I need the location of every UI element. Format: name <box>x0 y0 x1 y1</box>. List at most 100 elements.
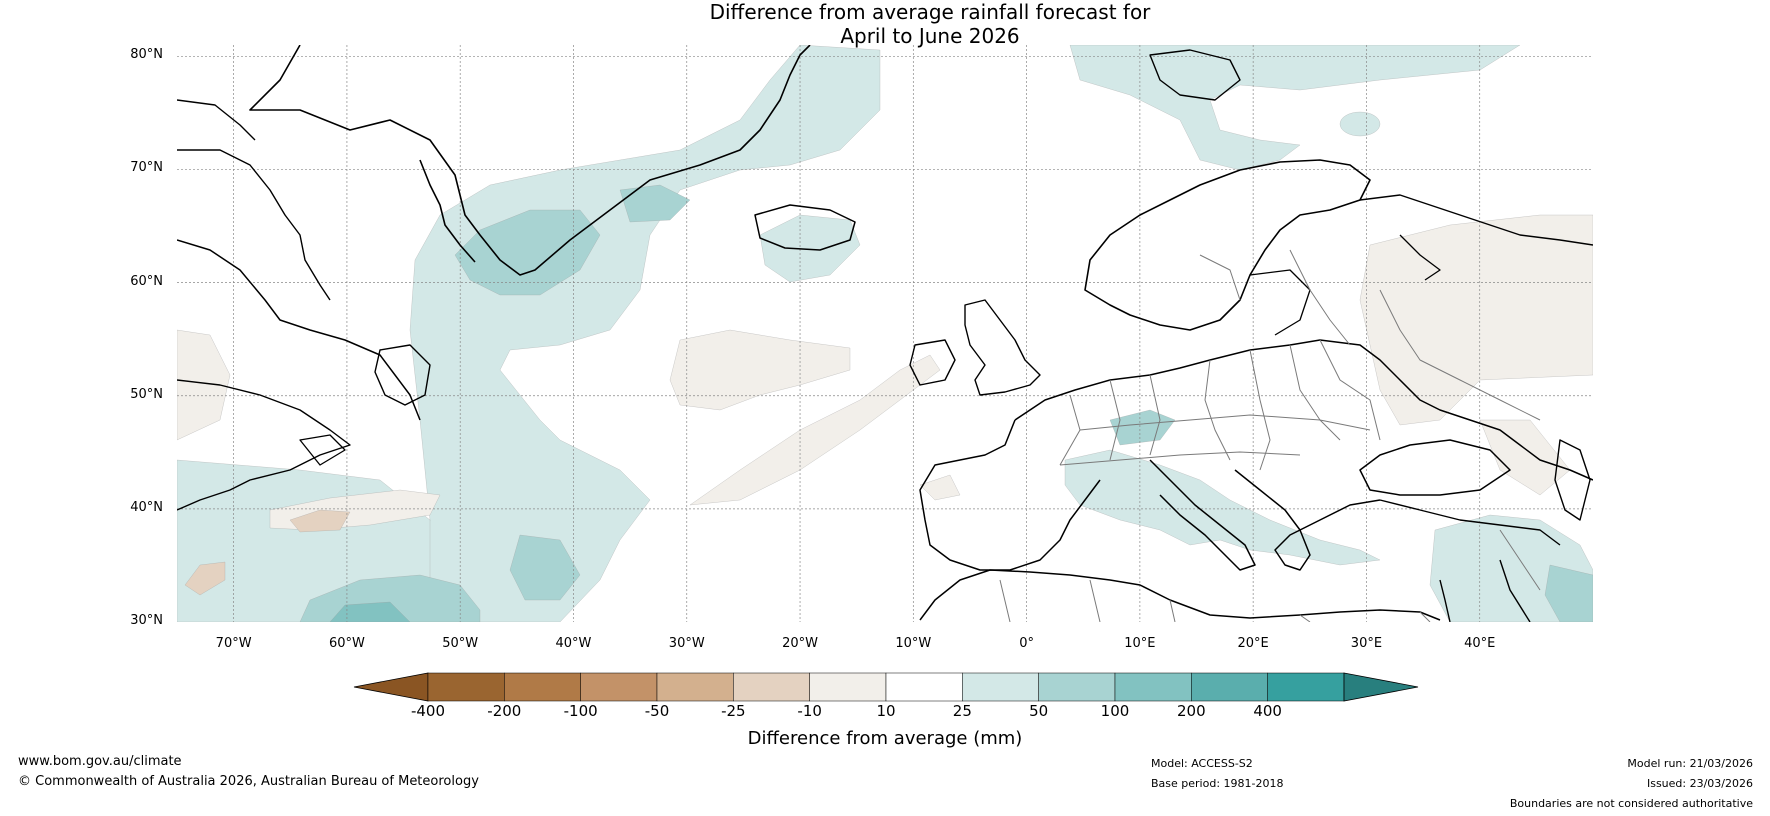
coastline-greenland-west <box>419 159 476 263</box>
wet-region-barents <box>1339 111 1381 137</box>
colorbar-extend-low <box>353 672 429 702</box>
footer-website: www.bom.gov.au/climate <box>18 754 182 769</box>
coastline-nova-scotia <box>299 434 346 466</box>
coastline-italy <box>1149 459 1256 571</box>
coastline-gulf-st-lawrence <box>177 379 351 511</box>
wet-region-mediterranean-west <box>1064 449 1381 566</box>
dry-region-mid-atlantic <box>669 329 851 411</box>
chart-title: Difference from average rainfall forecas… <box>0 0 1770 48</box>
country-borders-africa <box>999 529 1541 622</box>
dry-region-bermuda-core <box>289 509 351 533</box>
wet-region-svalbard <box>1069 45 1521 171</box>
coastline-norway <box>1084 159 1371 331</box>
longitude-label: 40°W <box>555 636 592 651</box>
coastline-caspian <box>1554 439 1591 521</box>
colorbar-tick-label: 400 <box>1253 702 1282 720</box>
dry-region-russia <box>1359 214 1593 426</box>
coastline-great-britain <box>964 299 1041 396</box>
coastline-labrador <box>177 239 421 421</box>
coastlines <box>177 45 1593 622</box>
country-borders <box>999 249 1541 622</box>
colorbar-tick-label: -10 <box>797 702 822 720</box>
colorbar-segment <box>656 672 734 702</box>
wet-region-greenland-east <box>619 184 691 223</box>
coastline-baffin <box>177 149 331 301</box>
colorbar-tick-label: -25 <box>721 702 746 720</box>
title-line-2: April to June 2026 <box>840 24 1020 48</box>
colorbar-extend-high <box>1343 672 1419 702</box>
latitude-label: 60°N <box>130 273 163 289</box>
wet-region-sargasso-peak <box>329 601 411 622</box>
coastline-iceland <box>754 204 856 251</box>
dry-region-newfoundland <box>177 329 231 441</box>
colorbar-tick-label: -200 <box>487 702 522 720</box>
latitude-label: 30°N <box>130 613 163 628</box>
longitude-label: 40°E <box>1464 636 1496 651</box>
longitude-label: 50°W <box>442 636 479 651</box>
coastline-north-africa <box>919 569 1441 621</box>
country-borders-horizontal <box>1059 414 1371 466</box>
colorbar-tick-label: 50 <box>1029 702 1049 720</box>
colorbar-segment <box>1191 672 1268 702</box>
latitude-label: 70°N <box>130 160 163 176</box>
colorbar-segment <box>1114 672 1192 702</box>
anomaly-shading <box>177 45 1593 622</box>
footer-model: Model: ACCESS-S2 <box>1151 757 1253 770</box>
dry-region-caspian <box>1479 419 1571 496</box>
wet-region-south-atlantic <box>509 534 581 601</box>
dry-region-azores <box>689 354 941 506</box>
colorbar-tick-label: -50 <box>644 702 670 720</box>
coastline-europe <box>1014 339 1593 481</box>
colorbar-tick-label: -400 <box>410 702 446 720</box>
country-borders-north <box>1199 249 1541 421</box>
longitude-label: 10°W <box>895 636 932 651</box>
colorbar-tick-label: -100 <box>563 702 598 720</box>
coastline-svalbard <box>1149 49 1241 101</box>
latitude-label: 40°N <box>130 499 163 515</box>
coastline-levant-red-sea <box>1439 559 1531 622</box>
dry-region-carolina <box>184 561 226 596</box>
longitude-label: 70°W <box>215 636 252 651</box>
wet-region-labrador-core <box>454 209 601 296</box>
dry-region-iberia <box>919 474 961 501</box>
coastline-white-sea <box>1399 234 1441 281</box>
longitude-label: 60°W <box>328 636 365 651</box>
coastline-kola <box>1359 194 1593 246</box>
colorbar-tick-label: 25 <box>952 702 972 720</box>
colorbar-segment <box>580 672 658 702</box>
colorbar-segment <box>733 672 810 702</box>
longitude-label: 20°E <box>1237 636 1269 651</box>
footer-copyright: © Commonwealth of Australia 2026, Austra… <box>18 774 479 789</box>
longitude-label: 10°E <box>1124 636 1156 651</box>
colorbar-segment <box>1038 672 1116 702</box>
colorbar-segment <box>885 672 963 702</box>
wet-region-labrador-sea <box>409 45 881 622</box>
country-borders-east <box>1249 339 1381 471</box>
wet-region-alps <box>1109 409 1176 446</box>
wet-region-iceland <box>759 214 861 283</box>
coastline-gulf-bothnia <box>1249 269 1311 336</box>
coastline-baffin-north <box>177 99 256 141</box>
colorbar-segment <box>962 672 1039 702</box>
colorbar-segment <box>809 672 887 702</box>
coastline-balkans-greece <box>1234 469 1381 571</box>
wet-region-red-sea <box>1544 564 1593 622</box>
longitude-label: 30°W <box>668 636 705 651</box>
coastline-biscay-iberia <box>919 419 1101 571</box>
coastline-turkey <box>1379 499 1561 546</box>
longitude-label: 0° <box>1019 636 1034 651</box>
longitude-label: 20°W <box>782 636 818 651</box>
colorbar-segment <box>427 672 505 702</box>
longitude-label: 30°E <box>1350 636 1383 651</box>
title-line-1: Difference from average rainfall forecas… <box>709 0 1151 24</box>
latitude-label: 80°N <box>130 47 163 63</box>
colorbar-tick-label: 100 <box>1100 702 1130 720</box>
footer-base-period: Base period: 1981-2018 <box>1151 777 1284 790</box>
latitude-label: 50°N <box>130 386 163 402</box>
colorbar-segment <box>1267 672 1345 702</box>
colorbar-tick-label: 10 <box>876 702 896 720</box>
footer-model-run: Model run: 21/03/2026 <box>1627 757 1753 770</box>
coastline-greenland <box>249 45 811 276</box>
coastline-newfoundland <box>374 344 431 406</box>
